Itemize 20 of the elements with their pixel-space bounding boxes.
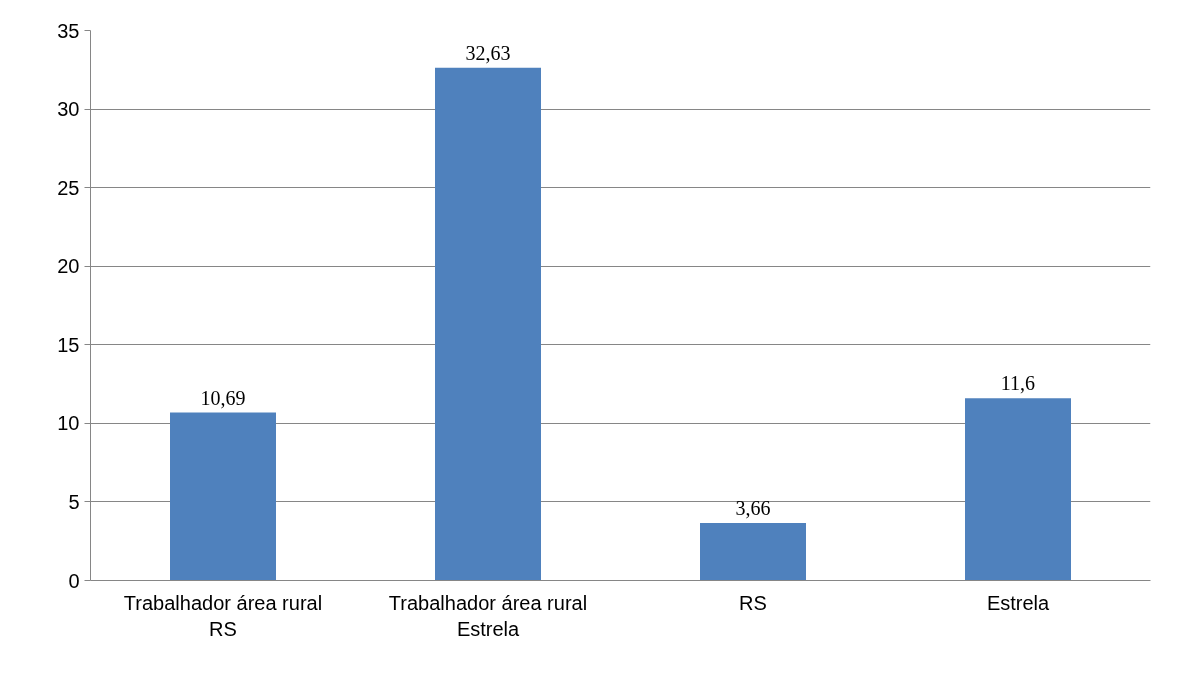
data-label: 32,63 <box>465 41 511 64</box>
data-label: 11,6 <box>1000 372 1036 395</box>
data-label: 10,69 <box>200 386 246 409</box>
bar <box>700 522 806 581</box>
x-tick-label: Trabalhador área rural Estrela <box>388 591 588 640</box>
y-tick-label: 35 <box>57 19 80 42</box>
x-tick-label: RS <box>739 591 767 614</box>
data-label: 3,66 <box>735 496 771 519</box>
y-tick-label: 0 <box>68 569 80 592</box>
bar <box>435 67 541 581</box>
y-tick-label: 25 <box>57 176 80 199</box>
y-tick-label: 15 <box>57 333 80 356</box>
x-tick-label: Trabalhador área rural RS <box>123 591 323 640</box>
bar <box>170 412 276 581</box>
y-tick-label: 5 <box>68 490 80 513</box>
x-tick-label: Estrela <box>986 591 1050 614</box>
y-tick-label: 30 <box>57 98 80 121</box>
y-tick-label: 10 <box>57 412 80 435</box>
bar <box>965 398 1071 581</box>
y-tick-label: 20 <box>57 255 80 278</box>
